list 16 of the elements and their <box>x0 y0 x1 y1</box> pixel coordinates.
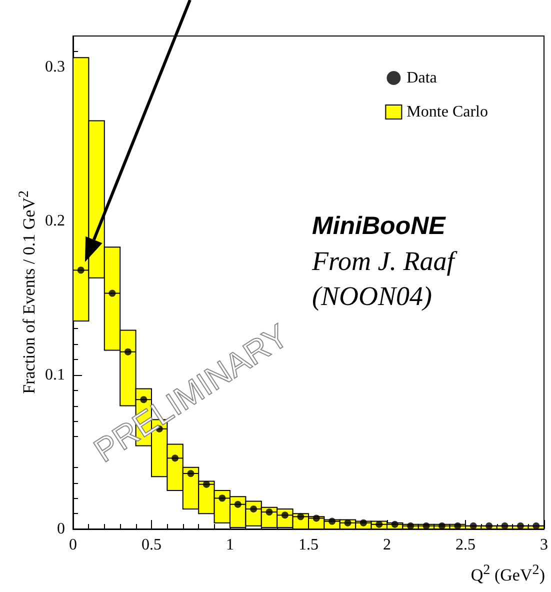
y-tick-label: 0.2 <box>45 212 65 230</box>
x-tick-label: 1.5 <box>298 536 318 554</box>
annotation: MiniBooNE <box>312 212 446 241</box>
x-tick-label: 3 <box>540 536 548 554</box>
y-tick-label: 0.1 <box>45 366 65 384</box>
legend-label: Monte Carlo <box>406 104 488 120</box>
annotation: (NOON04) <box>312 281 432 312</box>
y-tick-label: 0.3 <box>45 58 65 76</box>
x-tick-label: 2.5 <box>456 536 476 554</box>
y-tick-label: 0 <box>57 520 65 538</box>
x-tick-label: 2 <box>383 536 391 554</box>
x-axis-title: Q$^{2}$ (GeV$^{2}$) <box>470 562 545 586</box>
x-tick-label: 0 <box>69 536 77 554</box>
x-tick-label: 1 <box>226 536 234 554</box>
x-tick-label: 0.5 <box>142 536 162 554</box>
legend-label: Data <box>406 70 437 86</box>
